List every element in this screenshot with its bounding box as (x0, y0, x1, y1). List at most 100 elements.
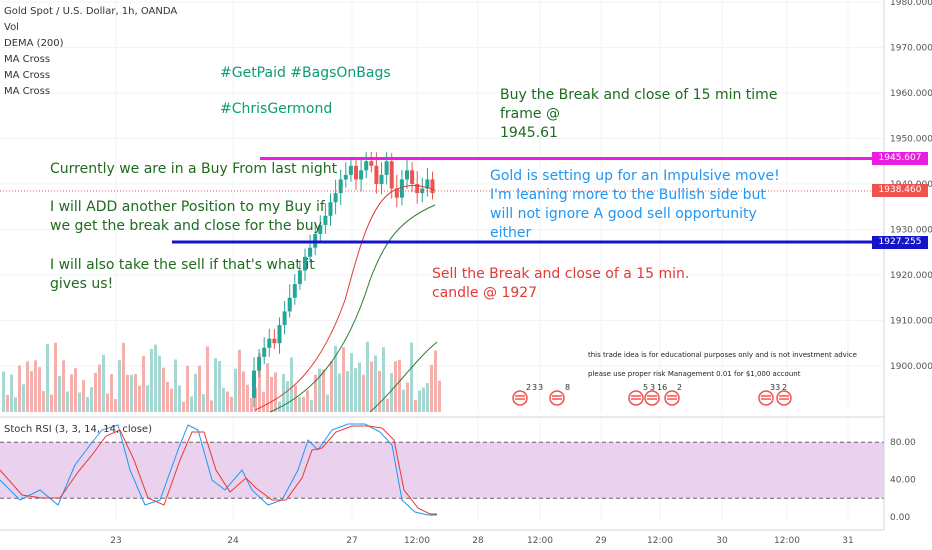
candle-body (328, 202, 333, 216)
hashtags-2: #ChrisGermond (220, 101, 333, 117)
ma-red-line (254, 185, 436, 411)
event-flag-stripes (667, 395, 677, 400)
dema-line (369, 341, 438, 413)
event-flag-icon (549, 390, 565, 406)
sell-break-line-2: candle @ 1927 (432, 285, 538, 301)
gold-setup-line-2: I'm leaning more to the Bullish side but (490, 187, 766, 203)
volume-bar (86, 397, 89, 412)
event-flag-icon (512, 390, 528, 406)
event-count-label: 2 (526, 383, 531, 392)
candle-body (323, 215, 328, 225)
volume-bar (286, 381, 289, 412)
price-label-lower: 1927.255 (872, 236, 928, 249)
volume-bar (102, 354, 105, 412)
candle-body (333, 193, 338, 203)
take-sell-line-1: I will also take the sell if that's what… (50, 257, 315, 273)
take-sell-line-2: gives us! (50, 276, 114, 292)
volume-bar (318, 368, 321, 412)
volume-bar (222, 387, 225, 412)
event-flag-icon (628, 390, 644, 406)
volume-bar (42, 391, 45, 412)
volume-bar (282, 374, 285, 412)
volume-bar (74, 368, 77, 412)
time-tick-label: 30 (716, 536, 728, 546)
volume-bar (294, 385, 297, 412)
volume-bar (334, 345, 337, 412)
volume-bar (134, 374, 137, 412)
candle-body (292, 284, 297, 298)
gold-setup-line-3: will not ignore A good sell opportunity (490, 206, 757, 222)
price-tick-label: 1900.000 (890, 362, 932, 372)
volume-bar (62, 360, 65, 412)
volume-bar (370, 361, 373, 412)
volume-bar (182, 401, 185, 412)
volume-bar (322, 369, 325, 412)
volume-bar (78, 392, 81, 412)
volume-bar (358, 362, 361, 412)
event-count-label: 3 (532, 383, 537, 392)
volume-bar (226, 391, 229, 412)
candle-body (420, 188, 425, 194)
volume-bar (54, 342, 57, 412)
volume-bars (2, 341, 441, 412)
volume-bar (390, 373, 393, 412)
volume-bar (198, 365, 201, 412)
time-tick-label: 29 (595, 536, 607, 546)
time-tick-label: 28 (472, 536, 484, 546)
legend-ma-cross-2: MA Cross (4, 70, 51, 81)
moving-averages (254, 185, 438, 413)
legend-title: Gold Spot / U.S. Dollar, 1h, OANDA (4, 6, 178, 17)
volume-bar (110, 374, 113, 412)
volume-bar (94, 372, 97, 412)
candle-body (262, 347, 267, 357)
add-position-line-1: I will ADD another Position to my Buy if (50, 199, 325, 215)
event-count-label: 2 (677, 383, 682, 392)
volume-bar (274, 372, 277, 412)
volume-bar (126, 374, 129, 412)
current-buy-text: Currently we are in a Buy From last nigh… (50, 161, 338, 177)
candle-body (287, 297, 292, 312)
event-flag-stripes (779, 395, 789, 400)
candle-body (415, 184, 420, 194)
volume-bar (118, 359, 121, 412)
volume-bar (38, 367, 41, 412)
rsi-tick-label: 80.00 (890, 438, 916, 448)
candle-body (430, 179, 435, 194)
event-flag-stripes (647, 395, 657, 400)
volume-bar (258, 352, 261, 412)
volume-bar (50, 394, 53, 412)
volume-bar (186, 365, 189, 412)
volume-bar (218, 361, 221, 412)
volume-bar (430, 364, 433, 412)
volume-bar (90, 387, 93, 412)
gold-setup-line-1: Gold is setting up for an Impulsive move… (490, 168, 780, 184)
rsi-band (0, 442, 884, 499)
volume-bar (326, 394, 329, 412)
volume-bar (302, 396, 305, 412)
candles (252, 151, 435, 408)
disclaimer-line-1: this trade idea is for educational purpo… (588, 351, 857, 359)
rsi-tick-label: 0.00 (890, 513, 910, 523)
event-count-label: 5 (643, 383, 648, 392)
volume-bar (350, 353, 353, 412)
volume-bar (14, 397, 17, 412)
price-tick-label: 1920.000 (890, 271, 932, 281)
volume-bar (210, 400, 213, 412)
volume-bar (402, 389, 405, 412)
time-tick-label: 12:00 (527, 536, 553, 546)
volume-bar (150, 348, 153, 412)
volume-bar (410, 342, 413, 412)
candle-body (364, 161, 369, 171)
volume-bar (166, 381, 169, 412)
candle-body (425, 179, 430, 189)
event-count-label: 33 (770, 383, 780, 392)
volume-bar (378, 370, 381, 412)
candle-body (394, 188, 399, 198)
event-flag-stripes (631, 395, 641, 400)
volume-bar (290, 357, 293, 412)
volume-bar (230, 396, 233, 412)
volume-bar (338, 373, 341, 412)
candle-body (308, 247, 313, 257)
volume-bar (242, 371, 245, 412)
